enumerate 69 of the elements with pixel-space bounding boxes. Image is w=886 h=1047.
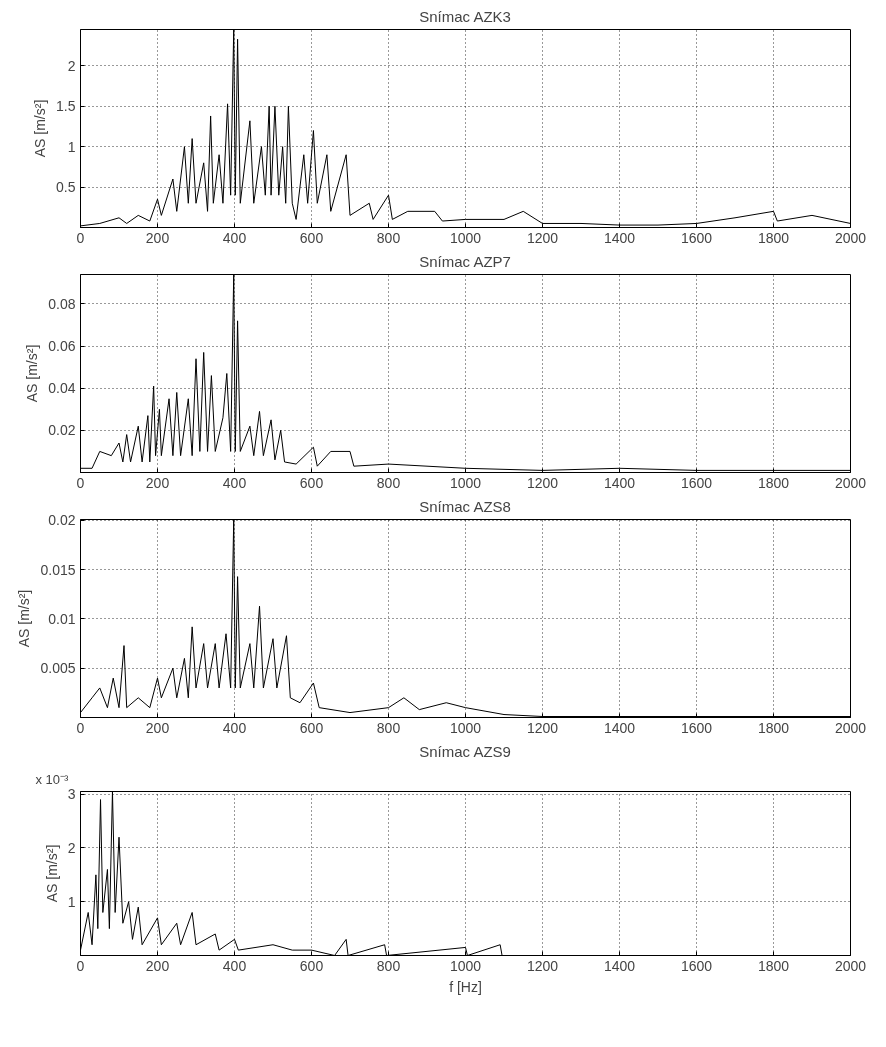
x-tick-label: 2000 (834, 474, 867, 491)
x-tick-label: 0 (76, 474, 85, 491)
x-tick-label: 1400 (603, 957, 636, 974)
x-axis-title: f [Hz] (449, 978, 482, 995)
x-tick-label: 1200 (526, 474, 559, 491)
x-tick-label: 600 (299, 229, 324, 246)
x-tick-label: 400 (222, 474, 247, 491)
x-tick-label: 1200 (526, 957, 559, 974)
x-tick-label: 1800 (757, 957, 790, 974)
x-tick-label: 400 (222, 229, 247, 246)
y-tick-label: 0.06 (48, 338, 76, 355)
y-axis-title: AS [m/s²] (16, 589, 33, 648)
y-tick-label: 0.04 (48, 380, 76, 397)
y-tick-label: 0.005 (40, 660, 76, 677)
x-tick-label: 1000 (449, 957, 482, 974)
y-tick-label: 0.08 (48, 295, 76, 312)
x-tick-label: 1000 (449, 474, 482, 491)
x-tick-label: 600 (299, 474, 324, 491)
x-tick-label: 1400 (603, 229, 636, 246)
y-tick-label: 1.5 (56, 98, 76, 115)
x-tick-label: 1800 (757, 719, 790, 736)
y-tick-label: 1 (67, 893, 76, 910)
x-tick-label: 2000 (834, 229, 867, 246)
x-tick-label: 1400 (603, 474, 636, 491)
x-tick-label: 1000 (449, 719, 482, 736)
x-tick-label: 0 (76, 719, 85, 736)
x-tick-label: 1200 (526, 229, 559, 246)
x-tick-label: 800 (376, 957, 401, 974)
x-tick-label: 0 (76, 229, 85, 246)
x-tick-label: 800 (376, 229, 401, 246)
chart-title: Snímac AZP7 (419, 252, 511, 270)
x-tick-label: 800 (376, 474, 401, 491)
x-tick-label: 200 (145, 229, 170, 246)
x-tick-label: 1600 (680, 957, 713, 974)
y-tick-label: 0.5 (56, 179, 76, 196)
y-tick-label: 0.02 (48, 422, 76, 439)
x-tick-label: 1600 (680, 719, 713, 736)
y-tick-label: 0.02 (48, 512, 76, 529)
x-tick-label: 600 (299, 957, 324, 974)
x-tick-label: 200 (145, 957, 170, 974)
x-tick-label: 400 (222, 957, 247, 974)
x-tick-label: 1200 (526, 719, 559, 736)
text: x 10⁻³ (35, 771, 70, 787)
x-tick-label: 2000 (834, 957, 867, 974)
y-tick-label: 2 (67, 57, 76, 74)
y-tick-label: 3 (67, 786, 76, 803)
x-tick-label: 1000 (449, 229, 482, 246)
x-tick-label: 1800 (757, 229, 790, 246)
y-axis-title: AS [m/s²] (43, 844, 60, 903)
x-tick-label: 1600 (680, 229, 713, 246)
x-tick-label: 2000 (834, 719, 867, 736)
x-tick-label: 200 (145, 719, 170, 736)
y-tick-label: 2 (67, 839, 76, 856)
x-tick-label: 1400 (603, 719, 636, 736)
chart-title: Snímac AZK3 (419, 7, 511, 25)
x-tick-label: 600 (299, 719, 324, 736)
x-tick-label: 1800 (757, 474, 790, 491)
y-axis-title: AS [m/s²] (32, 99, 49, 158)
x-tick-label: 1600 (680, 474, 713, 491)
y-tick-label: 1 (67, 138, 76, 155)
chart-title: Snímac AZS8 (419, 497, 511, 515)
x-tick-label: 0 (76, 957, 85, 974)
chart-title: Snímac AZS9 (419, 742, 511, 760)
x-tick-label: 200 (145, 474, 170, 491)
y-axis-title: AS [m/s²] (24, 344, 41, 403)
y-tick-label: 0.015 (40, 561, 76, 578)
x-tick-label: 400 (222, 719, 247, 736)
y-tick-label: 0.01 (48, 610, 76, 627)
x-tick-label: 800 (376, 719, 401, 736)
